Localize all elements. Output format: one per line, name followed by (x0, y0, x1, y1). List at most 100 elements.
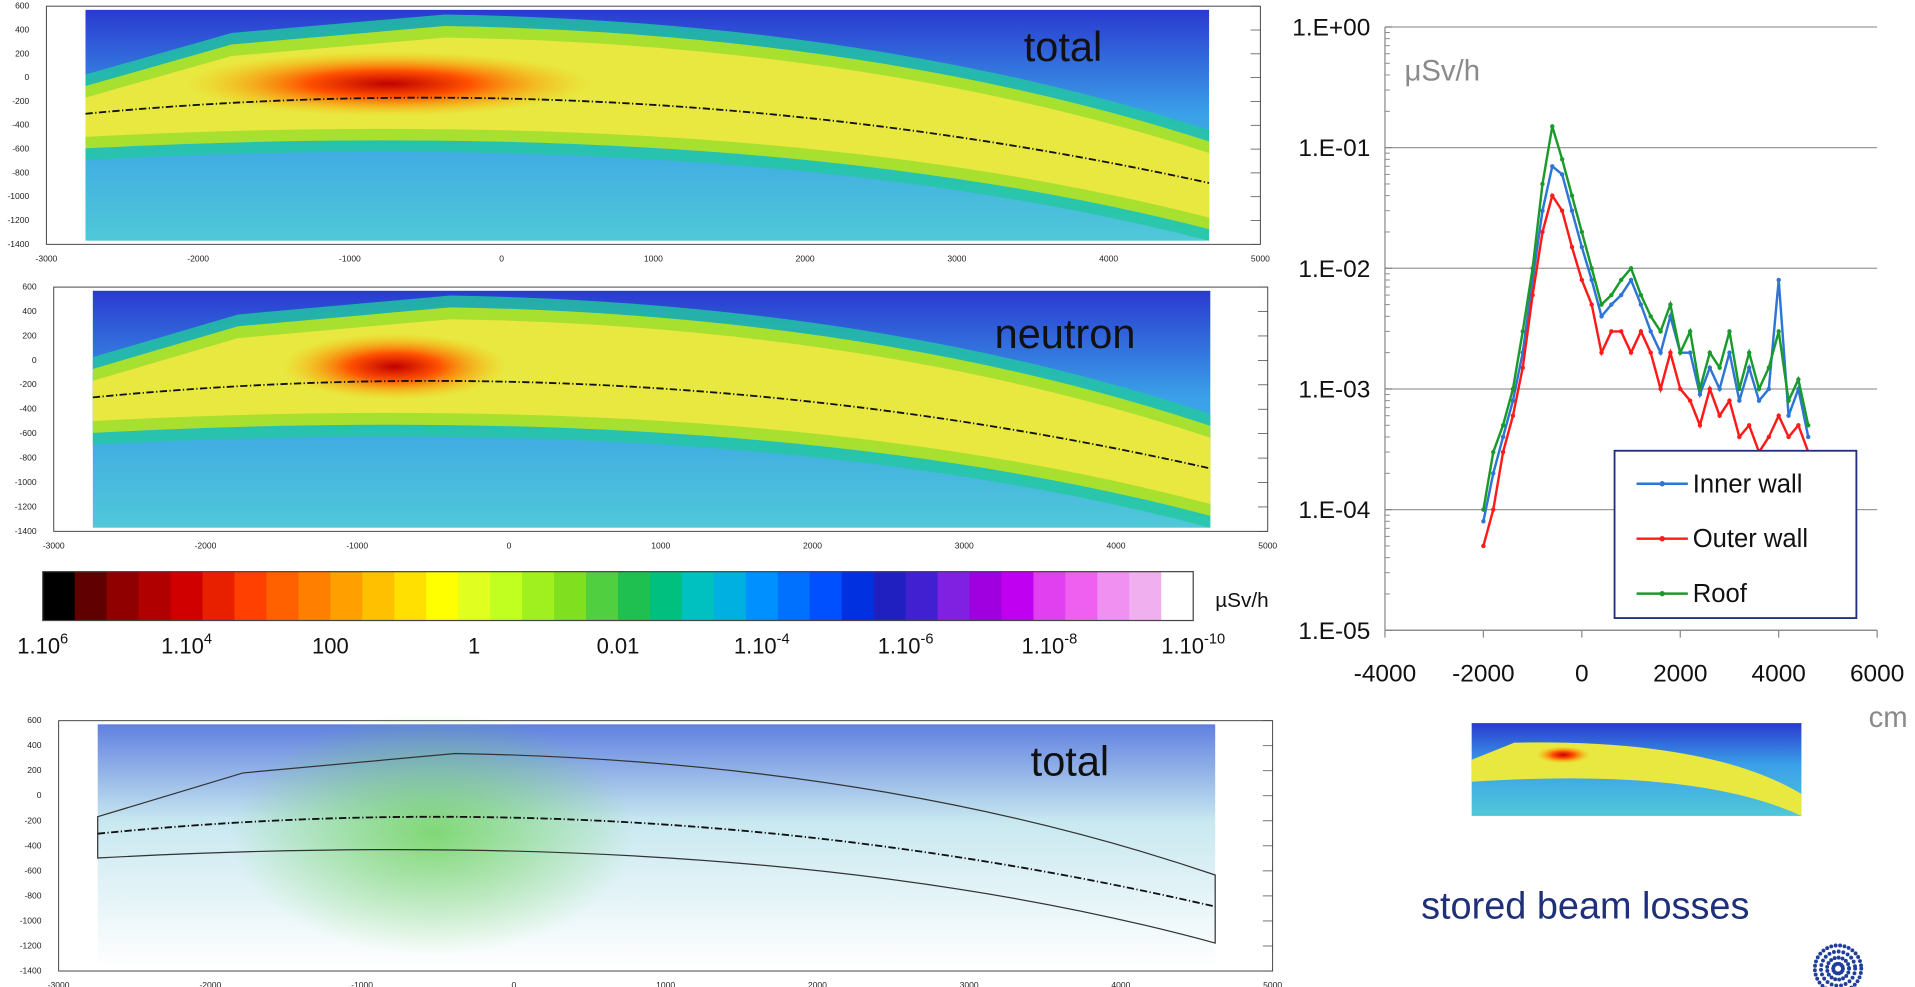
caption: stored beam losses (1421, 886, 1749, 928)
data-point (1746, 423, 1752, 428)
colorbar-swatch (170, 571, 204, 621)
y-tick-label: 1.E-01 (1298, 135, 1370, 162)
x-tick-label: -4000 (1354, 661, 1416, 688)
colorbar-label-exp: -8 (1064, 632, 1077, 648)
map-y-tick-label: -200 (24, 815, 41, 825)
data-point (1687, 398, 1693, 403)
colorbar-swatch (42, 571, 76, 621)
map-x-tick-label: 2000 (803, 540, 822, 550)
colorbar-label-text: 1.10 (734, 633, 777, 658)
x-tick-label: -2000 (1452, 661, 1514, 688)
colorbar-swatch (617, 571, 651, 621)
data-point (1500, 434, 1506, 440)
y-axis-label: μSv/h (1404, 55, 1480, 88)
map-y-tick-label: 200 (22, 330, 36, 340)
data-point (1658, 329, 1663, 334)
logo-dot (1821, 948, 1826, 953)
beamline (97, 815, 1216, 908)
data-point (1599, 302, 1604, 307)
data-point (1491, 507, 1496, 512)
colorbar-label-exp: -4 (777, 632, 790, 648)
map-x-tick-label: 0 (499, 253, 504, 263)
colorbar-label: 0.01 (597, 633, 640, 658)
logo-dot (1815, 976, 1820, 981)
data-point (1550, 164, 1555, 169)
map-band (97, 752, 1216, 944)
map-x-tick-label: 4000 (1099, 253, 1118, 263)
logo-dot (1820, 972, 1824, 977)
logo-dot (1840, 964, 1845, 969)
map-y-tick-label: -1200 (7, 215, 29, 225)
map-x-tick-label: -2000 (199, 980, 221, 987)
map-x-tick-label: -3000 (35, 253, 57, 263)
map-y-tick-label: -1400 (7, 239, 29, 249)
logo-dot (1813, 972, 1818, 977)
colorbar-swatch (138, 571, 172, 621)
map-x-tick-label: 1000 (656, 980, 675, 987)
data-point (1796, 423, 1801, 428)
colorbar-swatch (202, 571, 236, 621)
logo-dot (1847, 979, 1852, 984)
colorbar-swatch (394, 571, 427, 621)
logo-dot (1836, 949, 1841, 954)
data-point (1609, 329, 1614, 334)
legend-marker (1659, 590, 1665, 597)
data-point (1638, 329, 1644, 334)
data-point (1589, 277, 1594, 283)
data-point (1540, 181, 1545, 187)
data-point (1707, 365, 1712, 370)
map-label: total (1031, 738, 1109, 785)
logo-dot (1843, 958, 1848, 963)
data-point (1579, 277, 1585, 283)
logo-dot (1825, 968, 1830, 973)
logo-dot (1822, 976, 1827, 981)
map-y-tick-label: 600 (15, 1, 29, 11)
thumb-hot (1536, 746, 1591, 764)
data-point (1687, 350, 1693, 355)
logo-dot (1827, 951, 1832, 956)
map-x-tick-label: 5000 (1258, 540, 1277, 550)
data-point (1628, 277, 1634, 283)
logo-dot (1842, 944, 1847, 949)
colorbar-label: 1.10-10 (1161, 632, 1225, 659)
data-point (1491, 471, 1496, 476)
logo-dot (1819, 963, 1824, 967)
series-line (1482, 164, 1810, 522)
data-point (1776, 329, 1781, 334)
map-x-tick-label: 3000 (960, 980, 979, 987)
data-point (1589, 302, 1594, 307)
map-y-tick-label: 0 (32, 355, 37, 365)
data-point (1579, 229, 1585, 235)
legend-box (1613, 449, 1858, 619)
data-point (1510, 398, 1516, 403)
data-point (1697, 386, 1703, 392)
map-glow (231, 712, 635, 956)
colorbar-label: 1.106 (17, 632, 68, 659)
y-tick-label: 1.E-04 (1298, 497, 1370, 524)
data-point (1766, 386, 1772, 392)
logo-dot (1859, 966, 1864, 971)
logo-dot (1833, 977, 1838, 982)
logo-dot (1832, 956, 1837, 961)
dose-map: total6004002000-200-400-600-800-1000-120… (7, 1, 1270, 264)
map-y-tick-label: 0 (25, 72, 30, 82)
logo-dot (1858, 959, 1862, 963)
map-y-tick-label: 400 (27, 740, 41, 750)
data-point (1727, 350, 1732, 355)
colorbar-swatch (1161, 571, 1194, 621)
legend-label: Roof (1693, 580, 1748, 608)
colorbar-label-text: 1.10 (1161, 633, 1204, 658)
data-point (1766, 434, 1772, 440)
data-point (1599, 314, 1604, 319)
colorbar-swatch (809, 571, 843, 621)
map-y-tick-label: 0 (37, 790, 42, 800)
logo-dot (1853, 964, 1857, 969)
data-point (1510, 386, 1516, 392)
data-point (1796, 377, 1801, 382)
series-line (1482, 192, 1810, 547)
logo-dot (1853, 951, 1858, 956)
colorbar-swatch (937, 571, 971, 621)
logo-dot (1823, 954, 1828, 959)
map-y-tick-label: -400 (20, 404, 37, 414)
